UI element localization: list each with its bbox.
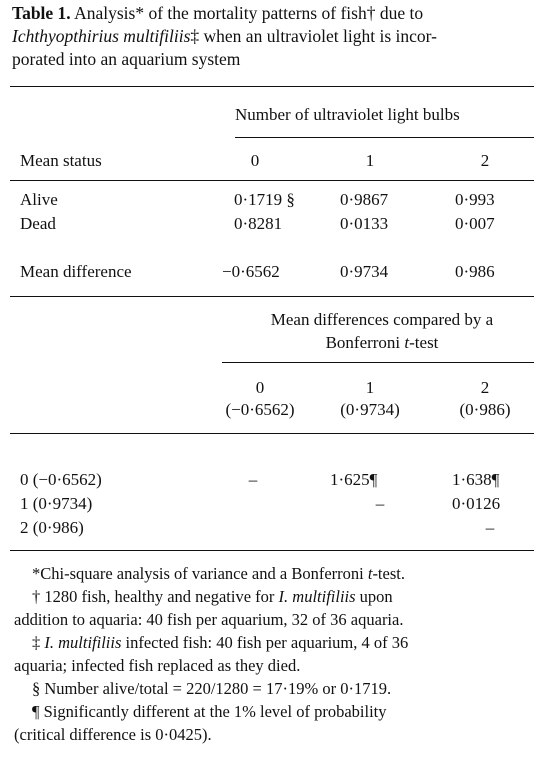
t2-cell-0-1: 1·625¶ (330, 470, 378, 489)
cell-alive-0: 0·1719 § (234, 190, 295, 209)
cell-dead-2: 0·007 (455, 214, 495, 233)
t2-row-label-1: 1 (0·9734) (20, 494, 93, 513)
t2-cell-1-1: – (375, 494, 385, 513)
t2-col-0-top: 0 (255, 378, 265, 397)
t2-cell-0-0: – (248, 470, 258, 489)
col-header-2: 2 (480, 151, 490, 170)
table-label: Table 1. (12, 3, 71, 23)
t2-cell-1-2: 0·0126 (452, 494, 501, 513)
footnote-section: § Number alive/total = 220/1280 = 17·19%… (32, 679, 392, 698)
caption-text: Analysis* of the mortality patterns of f… (74, 3, 424, 23)
mean-status-header: Mean status (20, 151, 102, 170)
footnote-double-dagger-line-2: aquaria; infected fish replaced as they … (14, 656, 301, 675)
bonferroni-header-line-1: Mean differences compared by a (270, 310, 494, 329)
footnote-pilcrow-line-2: (critical difference is 0·0425). (14, 725, 212, 744)
cell-dead-1: 0·0133 (340, 214, 389, 233)
col-header-0: 0 (250, 151, 260, 170)
footnote-double-dagger-line-1: ‡ I. multifiliis infected fish: 40 fish … (32, 633, 409, 652)
table-caption-line-2: Ichthyopthirius multifiliis‡ when an ult… (12, 25, 437, 47)
cell-dead-0: 0·8281 (234, 214, 283, 233)
bonferroni-header-line-2: Bonferroni t-test (325, 333, 439, 352)
footnote-asterisk: *Chi-square analysis of variance and a B… (32, 564, 405, 583)
cell-meandiff-1: 0·9734 (340, 262, 389, 281)
cell-meandiff-0: −0·6562 (222, 262, 280, 281)
t2-cell-2-2: – (485, 518, 495, 537)
bottom-rule (10, 550, 534, 551)
footnote-dagger-line-2: addition to aquaria: 40 fish per aquariu… (14, 610, 404, 629)
row-label-dead: Dead (20, 214, 56, 233)
t2-col-2-top: 2 (480, 378, 490, 397)
caption-text: ‡ when an ultraviolet light is incor- (190, 26, 437, 46)
col-header-1: 1 (365, 151, 375, 170)
table-caption-line-3: porated into an aquarium system (12, 49, 241, 69)
row-label-alive: Alive (20, 190, 58, 209)
table-caption-line-1: Table 1. Analysis* of the mortality patt… (12, 2, 423, 24)
header-rule (10, 180, 534, 181)
t2-row-label-2: 2 (0·986) (20, 518, 84, 537)
group-header-rule (235, 137, 534, 138)
t2-cell-0-2: 1·638¶ (452, 470, 500, 489)
cell-alive-2: 0·993 (455, 190, 495, 209)
top-rule (10, 86, 534, 87)
footnote-pilcrow-line-1: ¶ Significantly different at the 1% leve… (32, 702, 387, 721)
t2-row-label-0: 0 (−0·6562) (20, 470, 102, 489)
t2-col-1-top: 1 (365, 378, 375, 397)
t2-col-0-bottom: (−0·6562) (225, 400, 295, 419)
cell-alive-1: 0·9867 (340, 190, 389, 209)
section-rule (10, 296, 534, 297)
t2-col-2-bottom: (0·986) (459, 400, 511, 419)
bonferroni-header-rule (222, 362, 534, 363)
footnote-dagger-line-1: † 1280 fish, healthy and negative for I.… (32, 587, 393, 606)
t2-col-1-bottom: (0·9734) (340, 400, 400, 419)
row-label-mean-difference: Mean difference (20, 262, 132, 281)
species-name: Ichthyopthirius multifiliis (12, 26, 191, 46)
t2-header-rule (10, 433, 534, 434)
bulbs-group-header: Number of ultraviolet light bulbs (235, 105, 460, 124)
cell-meandiff-2: 0·986 (455, 262, 495, 281)
